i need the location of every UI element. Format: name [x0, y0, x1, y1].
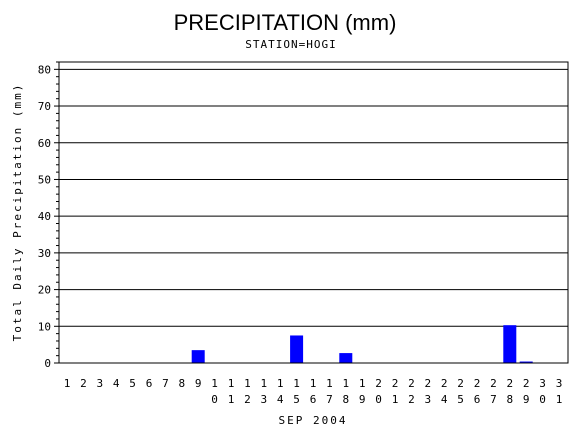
x-axis-ticks: 1 2 3 4 5 6 7 8 9 1 01 11 21 31 41 51 61 71 81 92 02 12 22 32 42… — [64, 377, 563, 406]
x-tick-label-5: 5 — [129, 377, 136, 390]
x-axis-label: SEP 2004 — [279, 414, 348, 427]
bar-day-28 — [503, 325, 517, 363]
x-tick-label-2: 2 — [80, 377, 87, 390]
x-tick-label-8: 8 — [178, 377, 185, 390]
x-tick-label-7: 7 — [162, 377, 169, 390]
y-tick-label-60: 60 — [38, 137, 51, 150]
x-tick-label-1: 1 — [64, 377, 71, 390]
y-tick-label-50: 50 — [38, 173, 51, 186]
y-axis-ticks: 0 10 20 30 40 50 60 70 80 — [38, 61, 59, 370]
x-tick-label-6: 6 — [146, 377, 153, 390]
bars — [191, 325, 533, 363]
x-tick-label-4: 4 — [113, 377, 120, 390]
chart-title: PRECIPITATION (mm) — [174, 10, 397, 35]
y-tick-label-70: 70 — [38, 100, 51, 113]
y-tick-label-80: 80 — [38, 63, 51, 76]
bar-day-15 — [290, 335, 304, 363]
bar-day-29 — [519, 361, 533, 363]
plot-frame — [58, 61, 569, 364]
y-tick-label-20: 20 — [38, 284, 51, 297]
bar-day-9 — [191, 350, 205, 363]
chart-subtitle: STATION=HOGI — [245, 38, 336, 51]
bar-day-18 — [339, 353, 353, 363]
y-tick-label-40: 40 — [38, 210, 51, 223]
y-tick-label-10: 10 — [38, 320, 51, 333]
x-tick-label-3: 3 — [96, 377, 103, 390]
grid-lines — [59, 68, 568, 327]
y-tick-label-30: 30 — [38, 247, 51, 260]
x-tick-label-9: 9 — [195, 377, 202, 390]
y-axis-label: Total Daily Precipitation (mm) — [11, 83, 24, 342]
y-tick-label-0: 0 — [44, 357, 51, 370]
